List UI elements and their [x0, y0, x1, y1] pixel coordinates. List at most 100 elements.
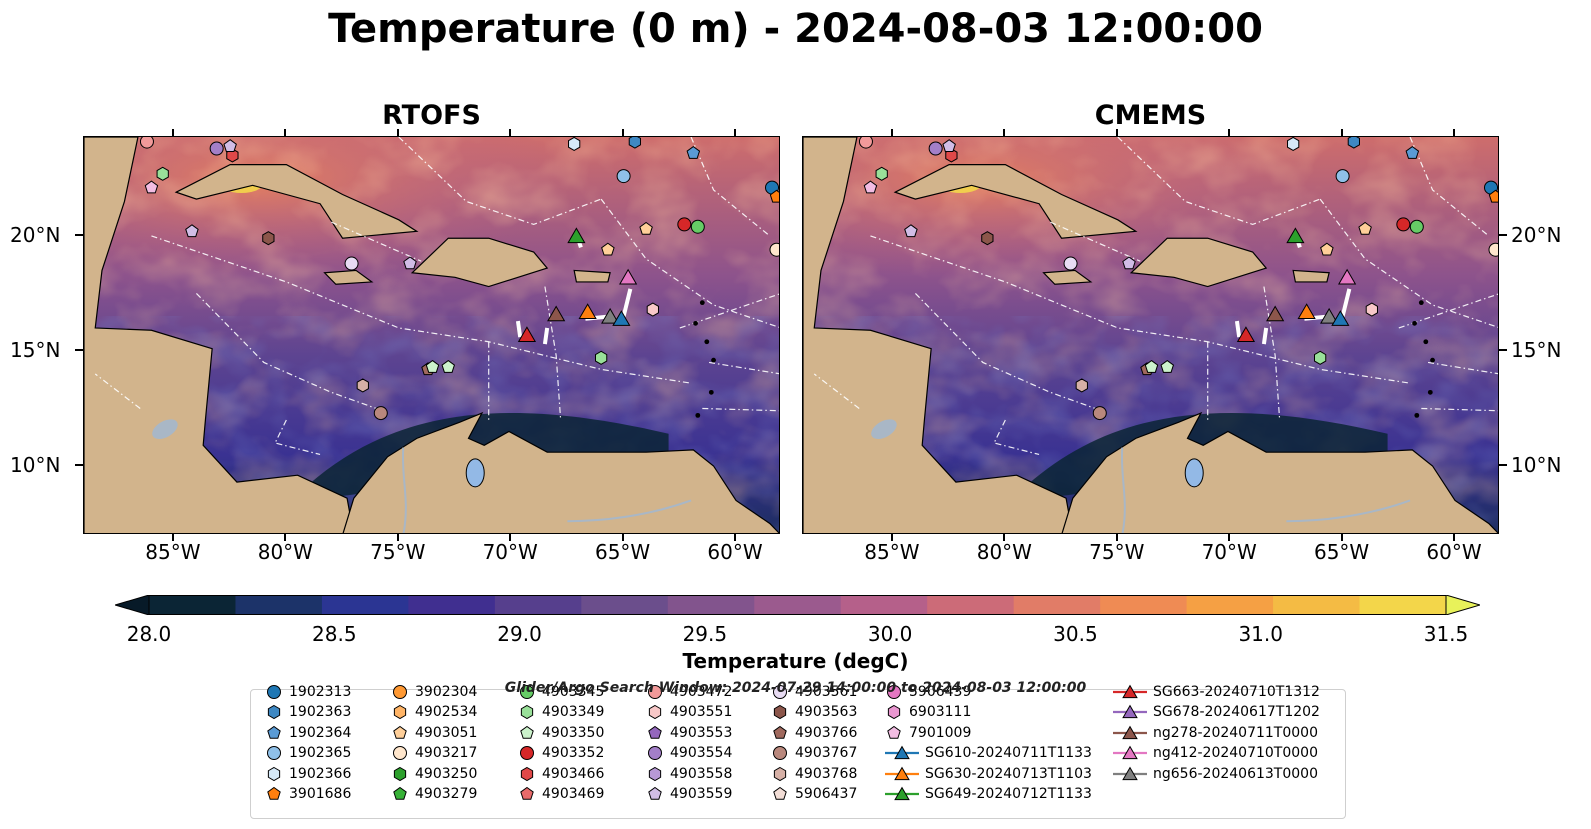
- marker-3901686[interactable]: [1488, 189, 1499, 203]
- legend-hexagon[interactable]: [267, 705, 281, 720]
- legend-circle[interactable]: [648, 746, 662, 761]
- legend-pentagon[interactable]: [267, 786, 281, 800]
- marker-3901686[interactable]: [769, 189, 780, 203]
- legend-hexagon[interactable]: [773, 705, 787, 720]
- marker-4903561[interactable]: [344, 256, 359, 271]
- legend-pentagon[interactable]: [887, 725, 901, 739]
- cmems-map[interactable]: [802, 136, 1499, 534]
- marker-4903563[interactable]: [262, 231, 275, 246]
- legend-hexagon[interactable]: [520, 705, 534, 720]
- legend-pentagon[interactable]: [267, 725, 281, 739]
- marker-4903349[interactable]: [1313, 350, 1327, 365]
- legend-circle[interactable]: [773, 685, 787, 699]
- legend-pentagon[interactable]: [520, 786, 534, 800]
- marker-4903350[interactable]: [441, 359, 456, 373]
- marker-4903563[interactable]: [981, 231, 994, 246]
- legend-pentagon[interactable]: [648, 725, 662, 739]
- legend-hexagon[interactable]: [648, 766, 662, 781]
- marker-ng412-20240710T0000[interactable]: [1338, 268, 1357, 285]
- marker-4903217[interactable]: [1488, 242, 1499, 257]
- marker-4903551[interactable]: [1365, 302, 1378, 317]
- marker-4903217[interactable]: [769, 242, 780, 257]
- legend-circle[interactable]: [648, 685, 662, 699]
- marker-4903559[interactable]: [403, 256, 417, 270]
- marker-4903466[interactable]: [945, 148, 958, 163]
- legend-triangle[interactable]: [1122, 684, 1138, 699]
- marker-4903466[interactable]: [226, 148, 239, 163]
- marker-1902363[interactable]: [628, 137, 641, 149]
- marker-4903554[interactable]: [928, 141, 943, 156]
- marker-4903768[interactable]: [1075, 378, 1088, 393]
- legend-circle[interactable]: [520, 685, 534, 699]
- marker-4903352[interactable]: [1396, 217, 1411, 232]
- legend-hexagon[interactable]: [773, 766, 787, 781]
- marker-4903349[interactable]: [156, 166, 169, 181]
- marker-4903472[interactable]: [139, 137, 154, 149]
- marker-7901009[interactable]: [863, 180, 878, 194]
- marker-SG649-20240712T1133[interactable]: [567, 227, 586, 244]
- marker-4903554[interactable]: [209, 141, 224, 156]
- legend-circle[interactable]: [393, 746, 407, 761]
- legend-triangle[interactable]: [1122, 766, 1138, 780]
- marker-1902365[interactable]: [616, 169, 631, 184]
- marker-1902366[interactable]: [568, 137, 581, 151]
- legend-circle[interactable]: [887, 685, 901, 699]
- marker-SG630-20240713T1103[interactable]: [1297, 303, 1316, 319]
- marker-1902365[interactable]: [1335, 169, 1350, 184]
- legend-hexagon[interactable]: [648, 705, 662, 720]
- marker-4903559[interactable]: [942, 139, 956, 152]
- legend-triangle[interactable]: [894, 766, 910, 780]
- marker-4903051[interactable]: [639, 221, 653, 235]
- legend-pentagon[interactable]: [773, 786, 787, 800]
- marker-4903768[interactable]: [356, 378, 369, 393]
- marker-4903551[interactable]: [646, 302, 659, 317]
- legend-pentagon[interactable]: [393, 786, 407, 800]
- marker-1902364[interactable]: [686, 145, 701, 159]
- marker-SG630-20240713T1103[interactable]: [578, 303, 597, 319]
- legend-circle[interactable]: [267, 685, 281, 699]
- marker-4903561[interactable]: [1063, 256, 1078, 271]
- legend-pentagon[interactable]: [520, 725, 534, 739]
- legend-pentagon[interactable]: [393, 725, 407, 739]
- marker-ng656-20240613T0000[interactable]: [601, 307, 620, 324]
- legend-hexagon[interactable]: [520, 766, 534, 781]
- legend-circle[interactable]: [520, 746, 534, 761]
- legend-triangle[interactable]: [1122, 704, 1138, 719]
- marker-4903350[interactable]: [1144, 359, 1159, 373]
- legend-hexagon[interactable]: [267, 766, 281, 781]
- marker-4903472[interactable]: [858, 137, 873, 149]
- marker-4903559[interactable]: [904, 224, 918, 238]
- marker-SG610-20240711T1133[interactable]: [612, 310, 631, 326]
- marker-ng412-20240710T0000[interactable]: [619, 268, 638, 285]
- marker-4903350[interactable]: [1160, 359, 1175, 373]
- legend-pentagon[interactable]: [773, 725, 787, 739]
- marker-1902363[interactable]: [1347, 137, 1360, 149]
- marker-4903559[interactable]: [185, 224, 199, 238]
- marker-SG663-20240710T1312[interactable]: [517, 326, 537, 342]
- legend-circle[interactable]: [393, 685, 407, 699]
- marker-4903051[interactable]: [1358, 221, 1372, 235]
- marker-ng278-20240711T0000[interactable]: [1266, 305, 1285, 322]
- legend-triangle[interactable]: [1122, 745, 1138, 760]
- rtofs-map[interactable]: [83, 136, 780, 534]
- legend-circle[interactable]: [773, 746, 787, 761]
- marker-4903350[interactable]: [425, 359, 440, 373]
- marker-SG649-20240712T1133[interactable]: [1286, 227, 1305, 244]
- legend-hexagon[interactable]: [887, 705, 901, 720]
- legend-triangle[interactable]: [894, 786, 910, 801]
- marker-ng656-20240613T0000[interactable]: [1320, 307, 1339, 324]
- legend-circle[interactable]: [267, 746, 281, 761]
- legend-pentagon[interactable]: [648, 786, 662, 800]
- marker-4903559[interactable]: [223, 139, 237, 152]
- marker-7901009[interactable]: [144, 180, 159, 194]
- marker-SG610-20240711T1133[interactable]: [1331, 310, 1350, 326]
- marker-4903767[interactable]: [1092, 406, 1107, 421]
- marker-4903349[interactable]: [875, 166, 888, 181]
- marker-4903352[interactable]: [677, 217, 692, 232]
- marker-SG663-20240710T1312[interactable]: [1236, 326, 1256, 342]
- marker-4903349[interactable]: [594, 350, 608, 365]
- marker-4903345[interactable]: [690, 219, 705, 234]
- legend-hexagon[interactable]: [393, 705, 407, 720]
- legend-triangle[interactable]: [894, 745, 910, 760]
- marker-4903767[interactable]: [373, 406, 388, 421]
